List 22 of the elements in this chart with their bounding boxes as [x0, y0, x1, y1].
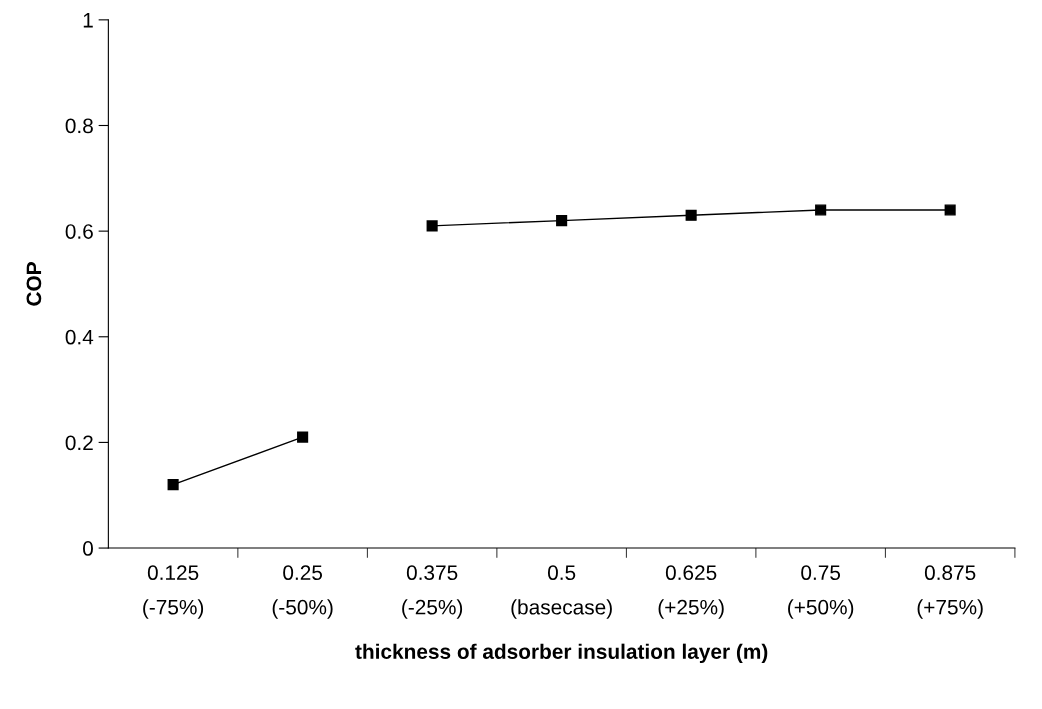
point — [167, 479, 179, 491]
y-axis-title: COP — [26, 262, 42, 306]
x-tick-label: 0.875 (+75%) — [917, 565, 983, 619]
y-tick-label: 0.2 — [65, 435, 93, 451]
point — [815, 204, 827, 216]
y-tick-label: 1 — [83, 13, 93, 28]
x-tick-label: 0.25 (-50%) — [272, 565, 333, 619]
y-tick-label: 0 — [83, 541, 93, 556]
x-tick-label: 0.125 (-75%) — [143, 565, 204, 619]
point — [426, 220, 438, 232]
point — [556, 215, 568, 227]
point — [297, 431, 309, 443]
y-tick-label: 0.4 — [65, 329, 94, 345]
point — [944, 204, 956, 216]
x-tick-label: 0.625 (+25%) — [658, 565, 724, 619]
x-tick-label: 0.5 (basecase) — [511, 565, 612, 619]
y-tick-label: 0.8 — [65, 118, 93, 134]
x-tick-label: 0.375 (-25%) — [402, 565, 463, 619]
x-tick-label: 0.75 (+50%) — [788, 565, 854, 619]
x-axis-title: thickness of adsorber insulation layer (m) — [355, 643, 768, 664]
point — [685, 209, 697, 221]
y-tick-label: 0.6 — [65, 224, 93, 239]
